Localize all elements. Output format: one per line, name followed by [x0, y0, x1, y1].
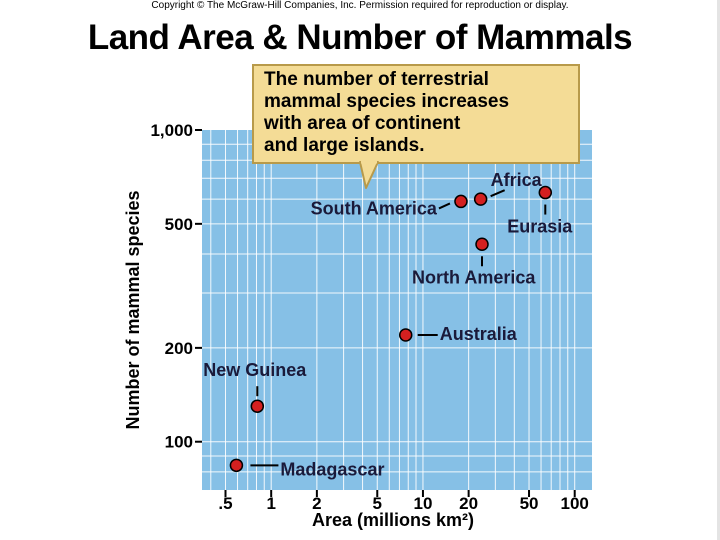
y-axis-label: Number of mammal species — [123, 190, 143, 429]
x-axis-label: Area (millions km²) — [312, 510, 474, 530]
axis-ticks: .5 1 2 5 10 20 50 100 100 200 500 1,000 — [150, 121, 588, 513]
point-label: North America — [412, 267, 536, 287]
data-point — [398, 328, 413, 342]
y-tick-label: 1,000 — [150, 121, 193, 140]
label-leader — [438, 202, 451, 210]
x-tick-label: 2 — [312, 494, 321, 513]
data-point — [454, 194, 468, 209]
copyright-notice: Copyright © The McGraw-Hill Companies, I… — [151, 0, 569, 11]
x-tick-label: 10 — [413, 494, 432, 513]
callout-pointer — [359, 160, 379, 189]
x-tick-label: 5 — [373, 494, 382, 513]
annotation-callout: The number of terrestrial mammal species… — [252, 64, 580, 164]
data-point — [473, 192, 488, 206]
x-tick-label: 20 — [459, 494, 478, 513]
data-points — [229, 185, 553, 473]
x-tick-label: 1 — [266, 494, 275, 513]
x-tick-label: 100 — [561, 494, 589, 513]
x-tick-label: 50 — [520, 494, 539, 513]
y-tick-label: 100 — [165, 433, 193, 452]
callout-line: and large islands. — [264, 135, 425, 156]
label-leaders — [250, 189, 547, 467]
y-tick-label: 500 — [165, 215, 193, 234]
point-label: Australia — [440, 324, 518, 344]
data-point — [229, 458, 244, 473]
callout-line: mammal species increases — [264, 91, 510, 112]
callout-line: The number of terrestrial — [264, 69, 489, 90]
callout-line: with area of continent — [264, 113, 461, 134]
plot-background — [202, 130, 592, 490]
point-label: New Guinea — [203, 360, 307, 380]
x-tick-label: .5 — [218, 494, 232, 513]
y-tick-label: 200 — [165, 339, 193, 358]
data-point — [250, 399, 265, 413]
point-label: South America — [311, 198, 438, 218]
point-labels: Madagascar New Guinea Australia North Ameri… — [203, 170, 573, 479]
point-label: Africa — [491, 170, 543, 190]
label-leader — [490, 189, 506, 198]
page-title: Land Area & Number of Mammals — [87, 18, 633, 57]
window-edge — [717, 0, 720, 540]
data-point — [475, 237, 489, 252]
point-label: Eurasia — [507, 217, 573, 237]
data-point — [538, 185, 553, 200]
grid-lines — [202, 130, 592, 490]
point-label: Madagascar — [280, 459, 384, 479]
